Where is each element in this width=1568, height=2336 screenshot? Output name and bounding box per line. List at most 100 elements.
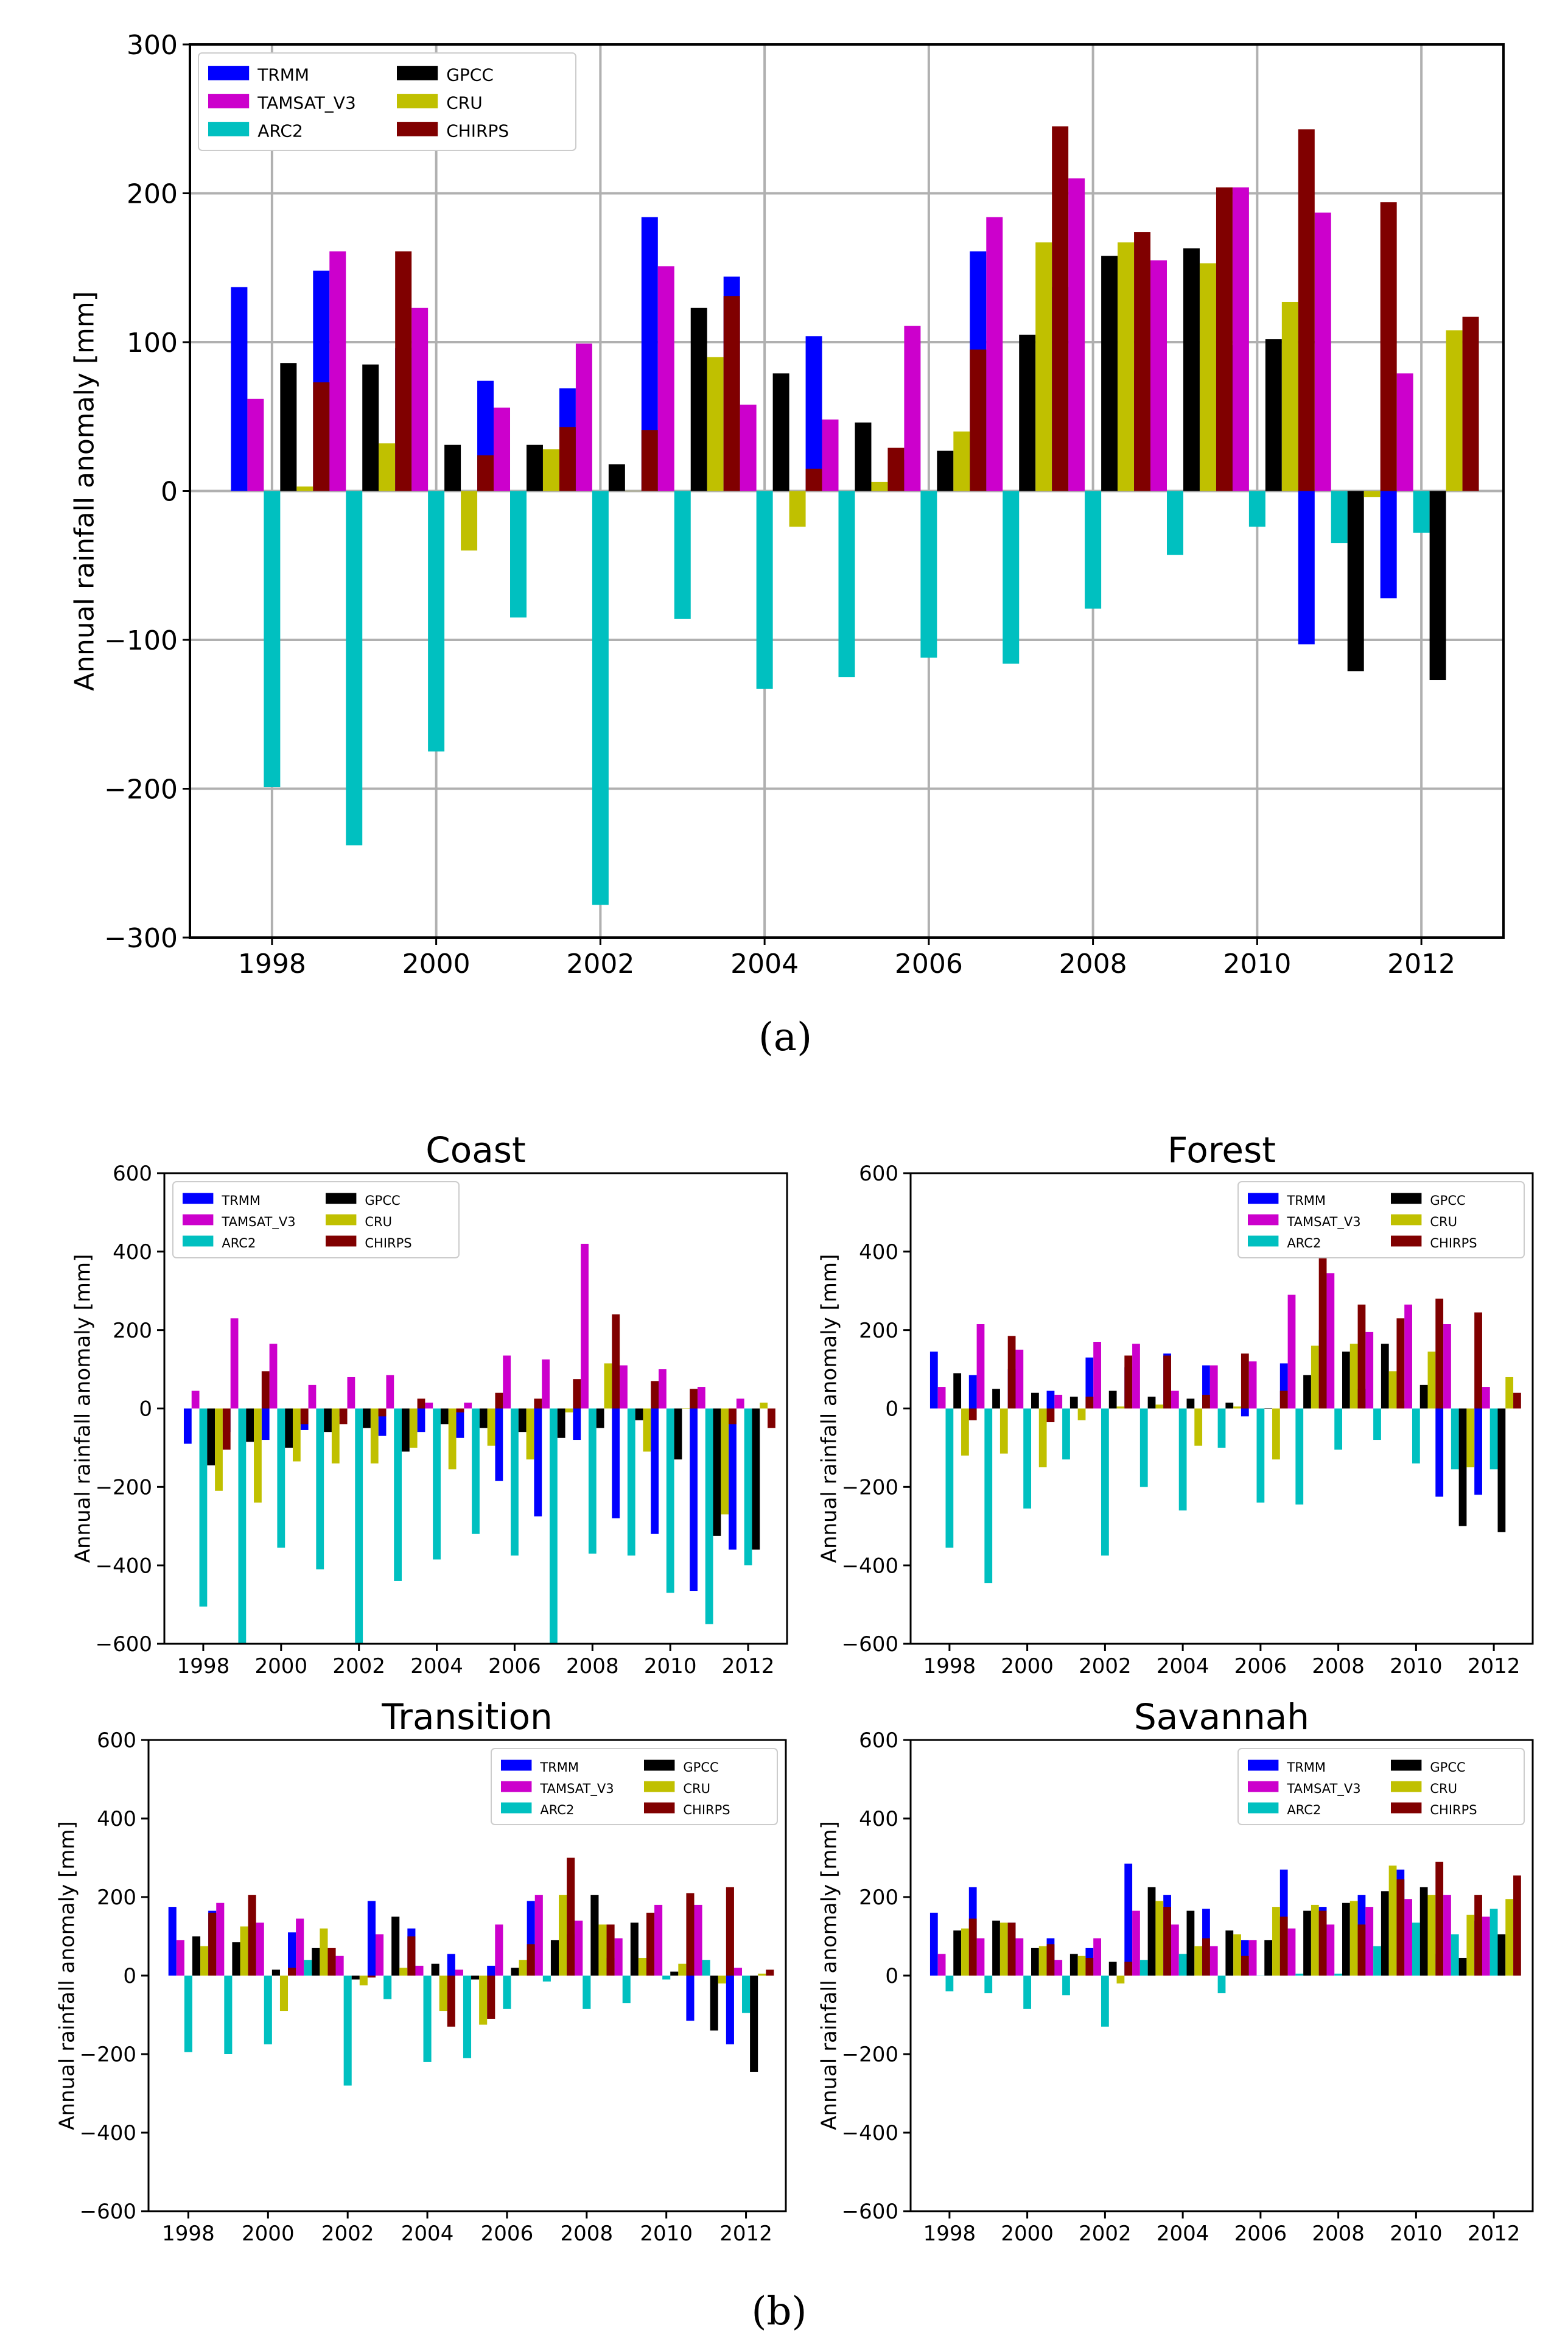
bar-cru-1999 — [999, 1922, 1008, 1976]
x-ticks-forest: 1998 2000 2002 2004 2006 2008 2010 2012 — [923, 1644, 1520, 1678]
bar-gpcc-2008 — [596, 1408, 604, 1428]
chart-forest: −600 −400 −200 0 200 400 600 1998 2000 2002 2004 20… — [817, 1129, 1534, 1678]
y-tick-label: 600 — [859, 1162, 898, 1186]
bar-arc2-2010 — [662, 1976, 671, 1980]
y-axis-label-transition: Annual rainfall anomaly [mm] — [55, 1821, 80, 2130]
legend-swatch-trmm — [1248, 1193, 1279, 1204]
bar-chirps-2008 — [606, 1924, 615, 1976]
bar-tamsat_v3-2000 — [269, 1344, 278, 1409]
bars-forest — [929, 1254, 1521, 1584]
bar-trmm-2011 — [690, 1408, 698, 1591]
bar-gpcc-2009 — [630, 1922, 639, 1976]
x-tick-label: 1998 — [923, 2222, 976, 2246]
bar-gpcc-2012 — [1497, 1934, 1506, 1976]
bar-tamsat_v3-2006 — [904, 326, 921, 491]
chart-savannah: −600 −400 −200 0 200 400 600 1998 2000 2002 2004 20… — [817, 1696, 1534, 2246]
bar-chirps-2006 — [1279, 1917, 1288, 1976]
chart-title-forest: Forest — [1167, 1129, 1276, 1171]
bar-cru-2012 — [1446, 330, 1463, 491]
y-ticks-coast: −600 −400 −200 0 200 400 600 — [96, 1162, 164, 1657]
bar-gpcc-1999 — [246, 1408, 254, 1442]
bar-tamsat_v3-2006 — [495, 1924, 503, 1976]
bar-chirps-1998 — [222, 1408, 231, 1450]
bar-tamsat_v3-2011 — [1314, 212, 1331, 491]
bar-tamsat_v3-2008 — [1326, 1924, 1335, 1976]
bar-gpcc-1998 — [953, 1930, 962, 1976]
legend-label-arc2: ARC2 — [222, 1236, 256, 1250]
y-tick-label: 0 — [161, 476, 178, 507]
bar-trmm-2004 — [417, 1408, 425, 1433]
bar-arc2-2001 — [316, 1408, 324, 1570]
bar-tamsat_v3-2011 — [697, 1387, 705, 1409]
bar-cru-2012 — [758, 1973, 766, 1976]
bar-arc2-2009 — [622, 1976, 631, 2004]
legend-label-cru: CRU — [683, 1781, 710, 1796]
bar-tamsat_v3-2003 — [1132, 1910, 1140, 1976]
bar-arc2-2001 — [1062, 1408, 1070, 1460]
bar-gpcc-2008 — [590, 1895, 599, 1976]
bar-cru-2008 — [604, 1363, 612, 1409]
bar-arc2-2011 — [1451, 1934, 1459, 1976]
bar-tamsat_v3-1999 — [329, 251, 346, 491]
bar-trmm-2006 — [487, 1965, 495, 1976]
bar-arc2-2004 — [423, 1976, 432, 2062]
bar-trmm-2006 — [1241, 1408, 1249, 1417]
legend-label-arc2: ARC2 — [257, 121, 303, 141]
bar-chirps-2005 — [495, 1392, 503, 1409]
bar-cru-2008 — [1118, 242, 1135, 491]
bar-trmm-2001 — [288, 1932, 296, 1976]
legend-forest: TRMM TAMSAT_V3 ARC2 GPCC CRU CHIRPS — [1237, 1181, 1525, 1258]
bar-chirps-2010 — [1298, 129, 1315, 491]
legend-label-arc2: ARC2 — [1287, 1803, 1321, 1817]
bar-cru-2003 — [409, 1408, 418, 1448]
bar-cru-2006 — [519, 1960, 527, 1976]
bar-arc2-2002 — [1101, 1408, 1109, 1556]
bar-gpcc-1998 — [207, 1408, 215, 1465]
y-tick-label: 0 — [885, 1964, 898, 1988]
bar-gpcc-2002 — [351, 1976, 360, 1980]
y-tick-label: 600 — [859, 1728, 898, 1753]
bar-cru-2001 — [1077, 1955, 1086, 1976]
bar-gpcc-2004 — [440, 1408, 449, 1425]
bar-tamsat_v3-2004 — [425, 1402, 433, 1409]
bar-trmm-1998 — [168, 1907, 177, 1976]
bar-tamsat_v3-2003 — [386, 1375, 394, 1409]
legend-swatch-tamsat_v3 — [183, 1214, 214, 1226]
bar-cru-2007 — [565, 1408, 573, 1412]
bar-cru-2006 — [1272, 1907, 1280, 1976]
bar-cru-2006 — [526, 1408, 534, 1460]
bar-arc2-2007 — [542, 1976, 551, 1982]
legend-swatch-chirps — [644, 1802, 675, 1814]
bar-cru-2012 — [1505, 1899, 1514, 1976]
legend-label-tamsat_v3: TAMSAT_V3 — [221, 1215, 295, 1230]
bar-arc2-2001 — [1062, 1976, 1070, 1996]
chart-transition: −600 −400 −200 0 200 400 600 1998 2000 2002 2004 20… — [55, 1696, 787, 2246]
legend-box — [1237, 1748, 1525, 1825]
bar-cru-2010 — [1281, 301, 1298, 491]
legend-swatch-cru — [326, 1214, 357, 1226]
legend-label-gpcc: GPCC — [1430, 1760, 1465, 1775]
legend-swatch-chirps — [397, 122, 438, 136]
bar-chirps-2005 — [887, 447, 905, 491]
y-tick-label: 400 — [859, 1807, 898, 1831]
bar-cru-2010 — [1427, 1352, 1436, 1409]
bar-gpcc-2005 — [855, 423, 872, 491]
legend-swatch-chirps — [1391, 1235, 1422, 1247]
panel-label-a: (a) — [758, 1015, 812, 1060]
bar-arc2-2008 — [588, 1408, 597, 1554]
bar-gpcc-2004 — [1186, 1398, 1195, 1409]
x-tick-label: 2006 — [895, 949, 963, 980]
x-tick-label: 2008 — [561, 2222, 614, 2246]
bar-arc2-2004 — [1178, 1954, 1187, 1976]
bar-chirps-2007 — [567, 1857, 575, 1976]
bar-chirps-2002 — [367, 1976, 376, 1978]
bar-arc2-2002 — [1101, 1976, 1109, 2027]
bar-gpcc-2011 — [713, 1408, 721, 1536]
bar-chirps-2011 — [1380, 202, 1397, 491]
bar-chirps-2001 — [1085, 1397, 1094, 1409]
y-tick-label: −200 — [104, 774, 178, 805]
y-tick-label: −600 — [842, 2200, 898, 2224]
bar-trmm-1998 — [929, 1912, 938, 1976]
bar-chirps-1998 — [968, 1408, 977, 1420]
